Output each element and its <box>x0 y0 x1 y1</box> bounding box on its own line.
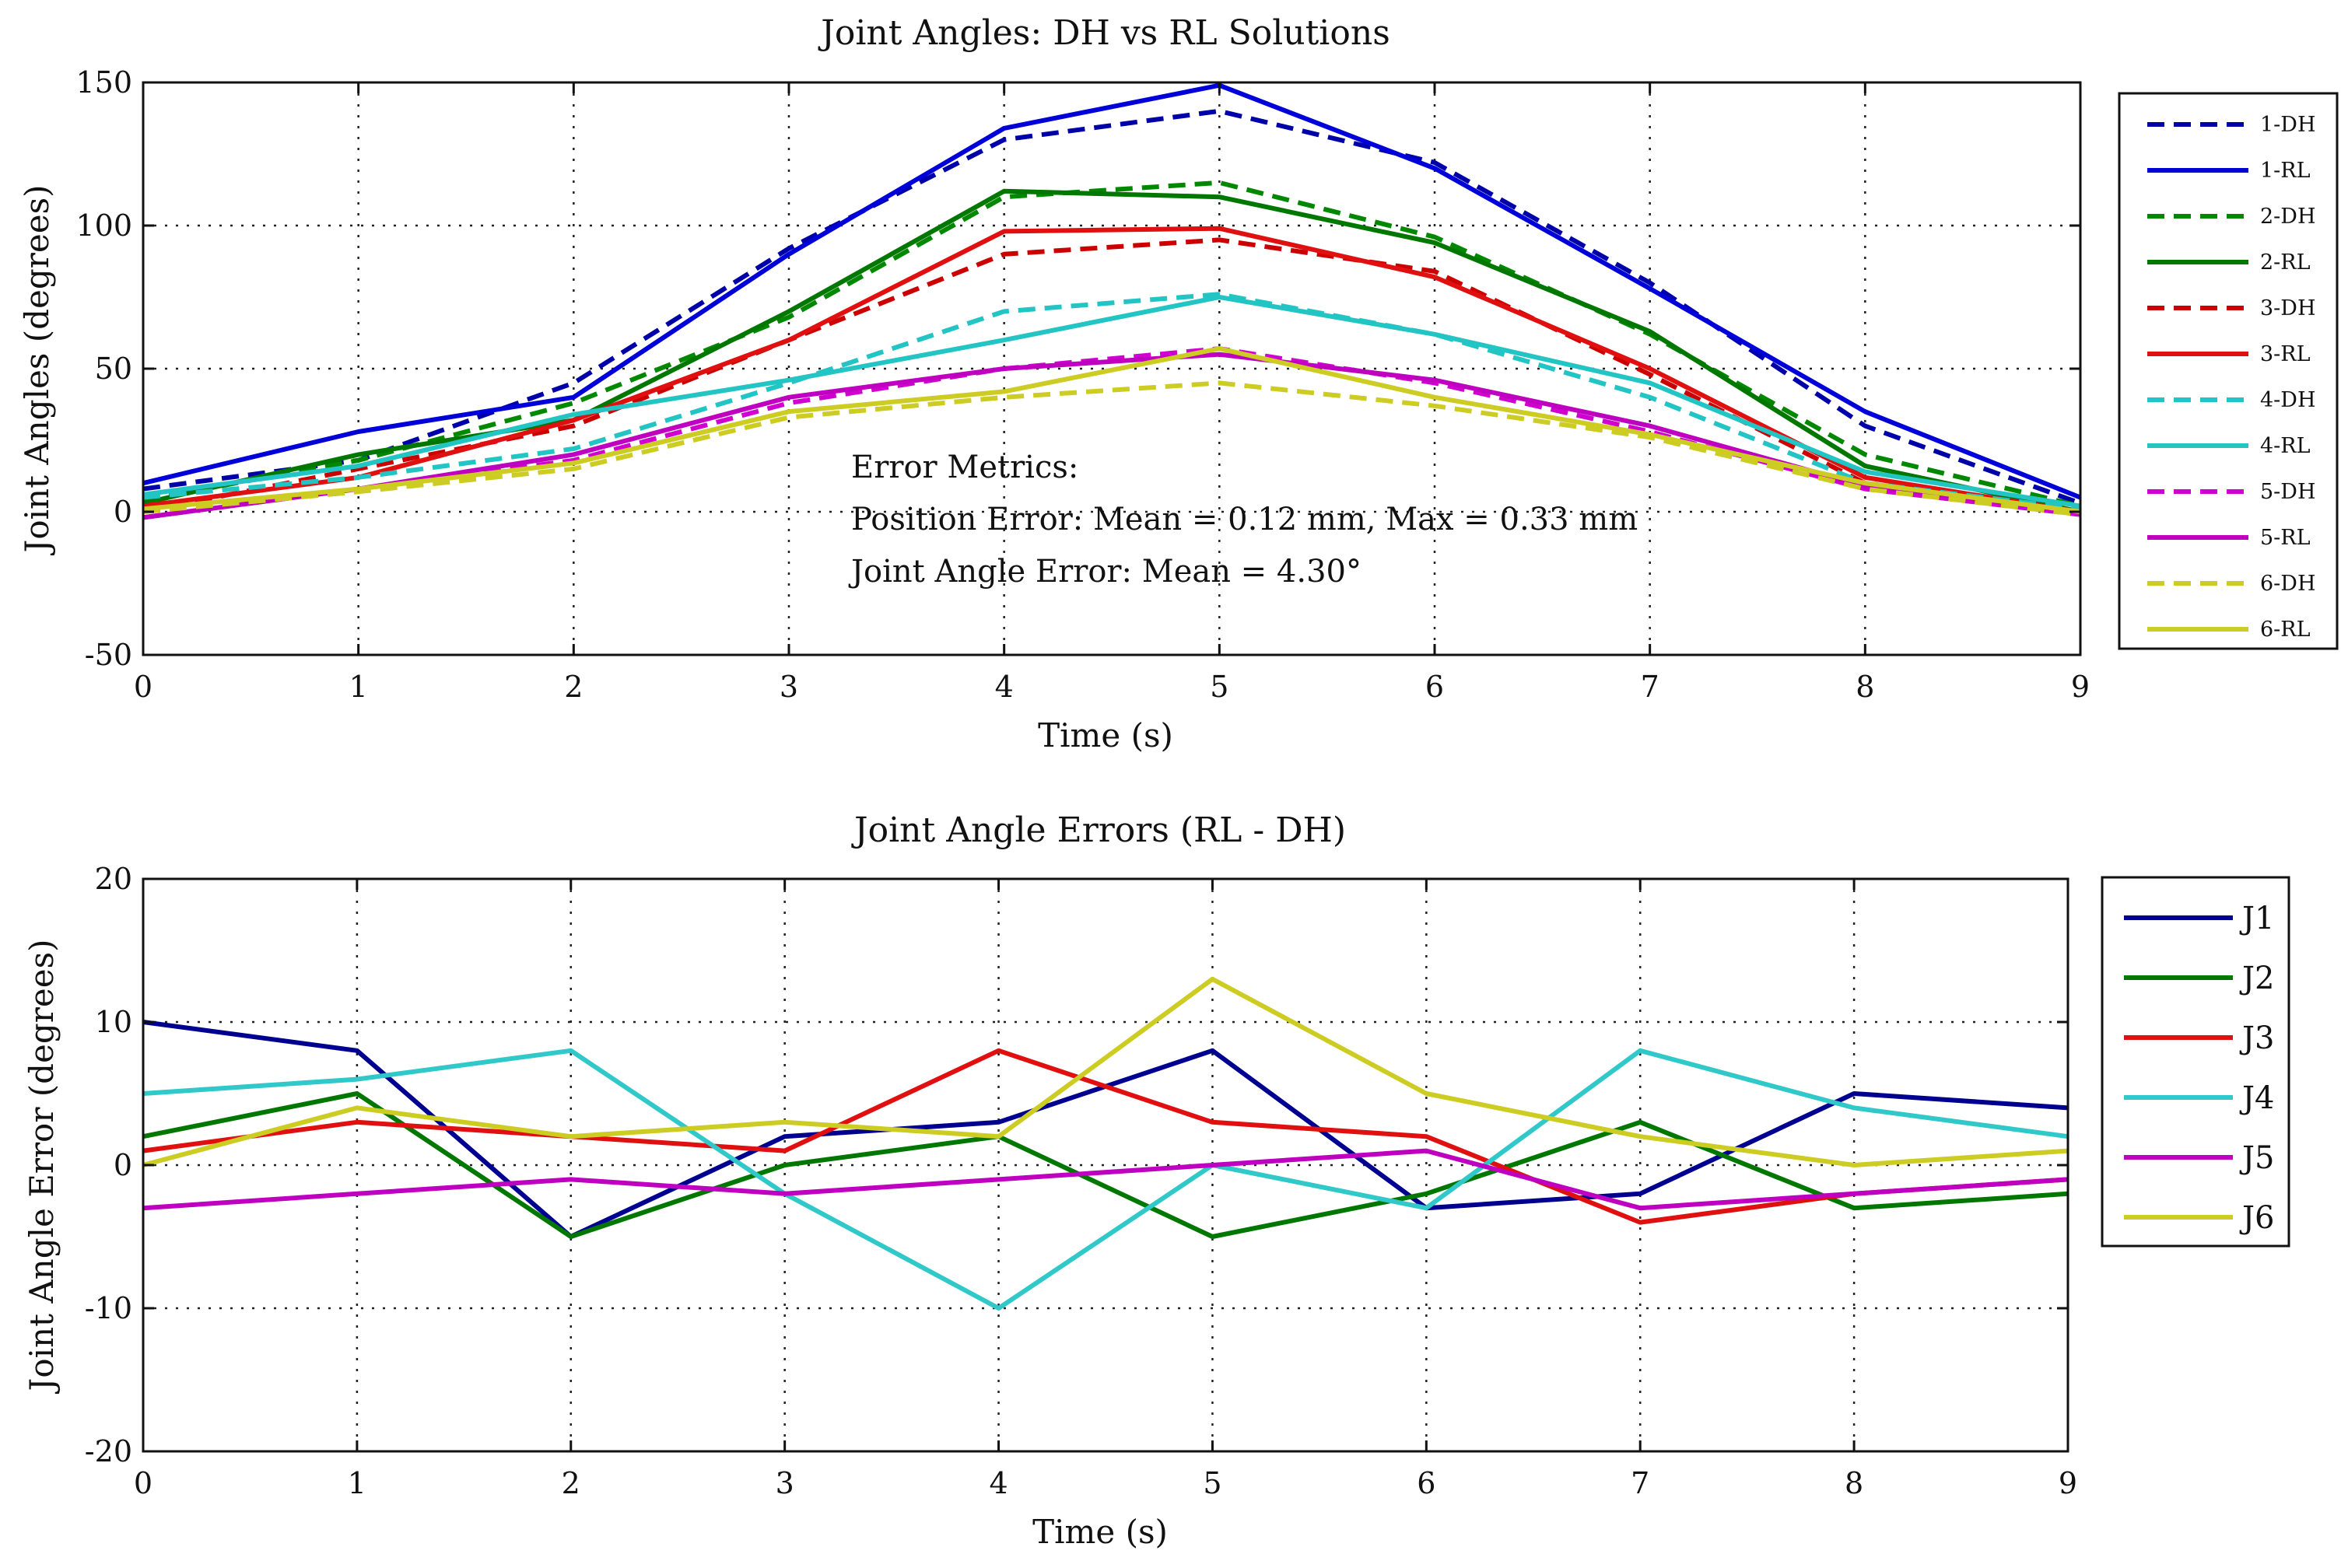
x-tick-label: 8 <box>1856 670 1874 704</box>
joint-angle-errors-chart: Joint Angle Errors (RL - DH) 0 1 2 3 4 5 6 7 8 9 2… <box>23 810 2290 1551</box>
error-metrics-annotation: Error Metrics: Position Error: Mean = 0.… <box>848 450 1638 590</box>
series-line-2-rl <box>142 188 2081 514</box>
series-line-j3 <box>142 1048 2069 1225</box>
legend-label-3-rl: 3-RL <box>2260 342 2311 366</box>
x-tick-label: 7 <box>1631 1466 1649 1500</box>
series-line-2-dh <box>142 180 2081 509</box>
legend-label-6-rl: 6-RL <box>2260 618 2311 642</box>
legend-label-3-dh: 3-DH <box>2260 296 2316 320</box>
x-axis-label: Time (s) <box>1038 716 1173 754</box>
series-line-j2 <box>142 1091 2069 1239</box>
series-line-1-rl <box>142 82 2082 500</box>
legend-label-1-dh: 1-DH <box>2260 113 2316 137</box>
legend-label-2-rl: 2-RL <box>2260 250 2311 275</box>
series-line-5-rl <box>142 352 2081 520</box>
x-tick-label: 1 <box>349 670 368 704</box>
series-line-4-rl <box>142 295 2081 509</box>
y-tick-label: 50 <box>95 352 132 386</box>
legend-label-4-dh: 4-DH <box>2260 388 2316 412</box>
series-line-3-rl <box>142 226 2081 514</box>
y-axis-label: Joint Angle Error (degrees) <box>23 939 61 1394</box>
x-tick-label: 5 <box>1203 1466 1221 1500</box>
x-axis-label: Time (s) <box>1032 1513 1168 1551</box>
annotation-heading: Error Metrics: <box>851 450 1078 485</box>
legend-box <box>2101 876 2290 1248</box>
x-tick-label: 6 <box>1417 1466 1435 1500</box>
legend-label-j5: J5 <box>2239 1140 2274 1176</box>
series-line-6-rl <box>142 346 2081 514</box>
legend-box <box>2118 92 2339 650</box>
legend: 1-DH 1-RL 2-DH 2-RL 3-DH 3-RL 4-DH 4-RL 5-DH 5-RL… <box>2118 92 2339 650</box>
x-tick-label: 5 <box>1210 670 1228 704</box>
annotation-joint-angle-error: Joint Angle Error: Mean = 4.30° <box>848 554 1361 590</box>
series-line-4-dh <box>142 292 2081 512</box>
x-tick-label: 0 <box>134 1466 152 1500</box>
legend: J1 J2 J3 J4 J5 J6 <box>2101 876 2290 1248</box>
x-tick-label: 8 <box>1845 1466 1863 1500</box>
y-tick-label: 20 <box>95 862 132 896</box>
x-tick-label: 3 <box>780 670 798 704</box>
x-tick-label: 3 <box>776 1466 794 1500</box>
legend-label-5-rl: 5-RL <box>2260 526 2311 550</box>
legend-label-6-dh: 6-DH <box>2260 572 2316 596</box>
plot-frame <box>142 81 2082 656</box>
legend-label-j6: J6 <box>2239 1200 2274 1236</box>
legend-label-2-dh: 2-DH <box>2260 205 2316 229</box>
x-tick-label: 0 <box>134 670 152 704</box>
plot-frame <box>142 877 2069 1453</box>
legend-label-j3: J3 <box>2239 1020 2274 1056</box>
axis-ticks: 0 1 2 3 4 5 6 7 8 9 20 10 0 -10 -20 <box>85 862 2077 1500</box>
y-axis-label: Joint Angles (degrees) <box>18 184 56 555</box>
chart-title: Joint Angles: DH vs RL Solutions <box>818 13 1390 53</box>
series-lines <box>142 976 2069 1311</box>
legend-label-4-rl: 4-RL <box>2260 434 2311 458</box>
y-tick-label: 0 <box>114 495 132 529</box>
legend-items: 1-DH 1-RL 2-DH 2-RL 3-DH 3-RL 4-DH 4-RL 5-DH 5-RL… <box>2147 113 2316 642</box>
legend-label-j4: J4 <box>2239 1080 2274 1116</box>
x-tick-label: 2 <box>562 1466 580 1500</box>
x-tick-label: 4 <box>995 670 1014 704</box>
y-tick-label: -10 <box>85 1291 132 1325</box>
legend-label-5-dh: 5-DH <box>2260 480 2316 504</box>
legend-label-j2: J2 <box>2239 961 2274 996</box>
x-tick-label: 4 <box>989 1466 1008 1500</box>
y-tick-label: 10 <box>95 1005 132 1039</box>
series-line-j5 <box>142 1148 2069 1211</box>
x-tick-label: 6 <box>1425 670 1444 704</box>
grid-lines <box>143 82 2080 655</box>
series-line-j4 <box>142 1048 2069 1311</box>
x-tick-label: 9 <box>2059 1466 2077 1500</box>
x-tick-label: 9 <box>2071 670 2090 704</box>
chart-title: Joint Angle Errors (RL - DH) <box>851 810 1346 850</box>
legend-items: J1 J2 J3 J4 J5 J6 <box>2124 901 2274 1236</box>
y-tick-label: 150 <box>75 65 132 100</box>
x-tick-label: 2 <box>564 670 583 704</box>
y-tick-label: -50 <box>85 638 132 672</box>
y-tick-label: 0 <box>114 1148 132 1182</box>
legend-label-j1: J1 <box>2239 901 2274 936</box>
series-line-j6 <box>142 976 2069 1167</box>
series-line-6-dh <box>142 380 2081 517</box>
x-tick-label: 1 <box>348 1466 366 1500</box>
y-tick-label: 100 <box>75 208 132 243</box>
series-lines <box>142 82 2082 520</box>
x-tick-label: 7 <box>1641 670 1659 704</box>
annotation-position-error: Position Error: Mean = 0.12 mm, Max = 0.… <box>851 502 1638 537</box>
y-tick-label: -20 <box>85 1434 132 1468</box>
series-line-1-dh <box>142 108 2082 506</box>
joint-angles-chart: Joint Angles: DH vs RL Solutions 0 1 2 3 4 5 6… <box>18 13 2339 754</box>
legend-label-1-rl: 1-RL <box>2260 159 2311 183</box>
